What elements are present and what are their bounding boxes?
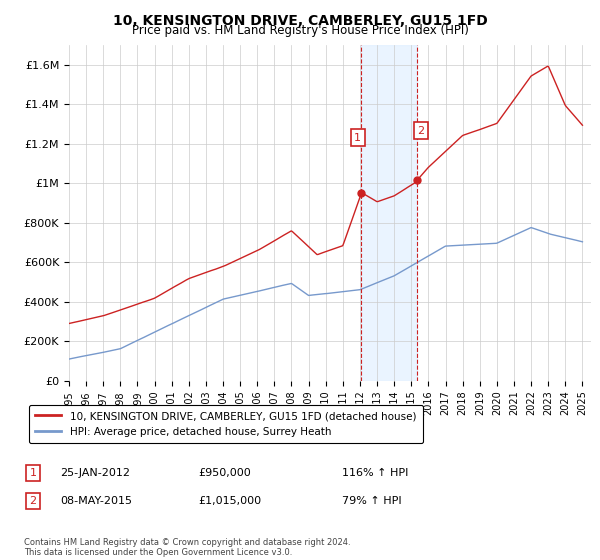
Text: £1,015,000: £1,015,000 bbox=[198, 496, 261, 506]
Text: 25-JAN-2012: 25-JAN-2012 bbox=[60, 468, 130, 478]
Text: 08-MAY-2015: 08-MAY-2015 bbox=[60, 496, 132, 506]
Text: 2: 2 bbox=[418, 126, 424, 136]
Text: 10, KENSINGTON DRIVE, CAMBERLEY, GU15 1FD: 10, KENSINGTON DRIVE, CAMBERLEY, GU15 1F… bbox=[113, 14, 487, 28]
Text: 116% ↑ HPI: 116% ↑ HPI bbox=[342, 468, 409, 478]
Text: 79% ↑ HPI: 79% ↑ HPI bbox=[342, 496, 401, 506]
Text: 1: 1 bbox=[29, 468, 37, 478]
Text: 1: 1 bbox=[354, 133, 361, 143]
Text: Contains HM Land Registry data © Crown copyright and database right 2024.
This d: Contains HM Land Registry data © Crown c… bbox=[24, 538, 350, 557]
Text: £950,000: £950,000 bbox=[198, 468, 251, 478]
Text: 2: 2 bbox=[29, 496, 37, 506]
Bar bbox=[361, 45, 418, 381]
Legend: 10, KENSINGTON DRIVE, CAMBERLEY, GU15 1FD (detached house), HPI: Average price, : 10, KENSINGTON DRIVE, CAMBERLEY, GU15 1F… bbox=[29, 405, 422, 444]
Text: Price paid vs. HM Land Registry's House Price Index (HPI): Price paid vs. HM Land Registry's House … bbox=[131, 24, 469, 36]
